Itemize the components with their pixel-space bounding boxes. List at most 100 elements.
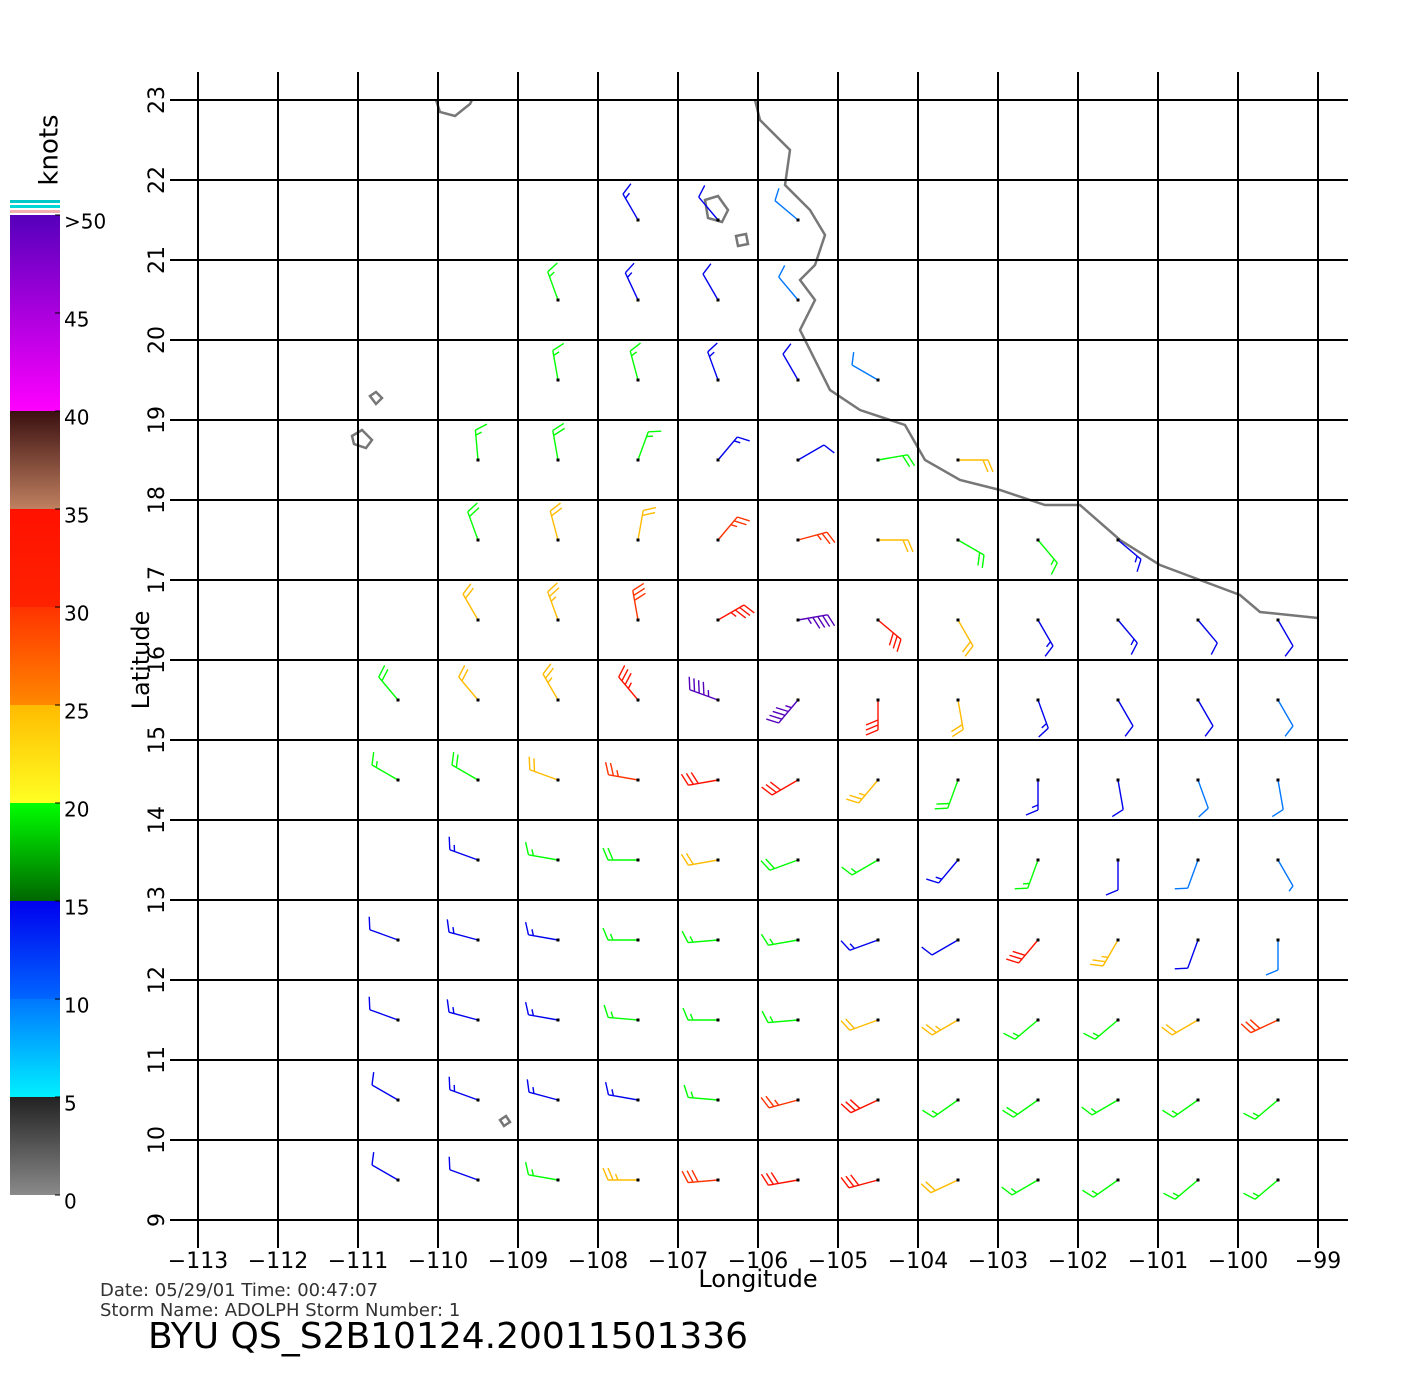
- barb-full: [734, 609, 747, 619]
- barb-full: [951, 728, 964, 738]
- barb-full: [907, 539, 914, 553]
- barb-full: [1165, 1024, 1177, 1034]
- colorbar-band: [10, 803, 60, 901]
- barb-full: [964, 645, 974, 657]
- barb-full: [987, 459, 994, 473]
- wind-barb: [760, 858, 800, 871]
- barb-dot: [796, 218, 800, 222]
- barb-half: [1101, 955, 1109, 959]
- wind-barb: [716, 516, 750, 542]
- barb-full: [690, 772, 699, 784]
- barb-dot: [476, 1178, 480, 1182]
- wind-barb: [1014, 858, 1040, 890]
- barb-full: [624, 262, 635, 274]
- x-tick-label: −104: [888, 1249, 948, 1274]
- wind-barb: [624, 262, 640, 302]
- colorbar-label: 30: [64, 602, 89, 626]
- barb-dot: [796, 298, 800, 302]
- wind-barb: [368, 916, 400, 942]
- barb-dot: [556, 378, 560, 382]
- wind-barb: [680, 772, 720, 786]
- barb-full: [778, 265, 786, 278]
- barb-full: [821, 533, 831, 545]
- wind-barb: [371, 1072, 400, 1102]
- barb-dot: [716, 698, 720, 702]
- wind-barb: [524, 841, 560, 862]
- wind-barb: [1271, 778, 1284, 818]
- colorbar-band: [10, 607, 60, 705]
- barb-dot: [876, 1018, 880, 1022]
- barb-dot: [876, 778, 880, 782]
- barb-shaft: [688, 779, 719, 786]
- wind-barb: [552, 422, 565, 462]
- barb-dot: [716, 1178, 720, 1182]
- barb-shaft: [769, 859, 799, 871]
- barb-full: [902, 455, 911, 467]
- barb-dot: [956, 1178, 960, 1182]
- barb-shaft: [1117, 779, 1124, 810]
- island: [703, 194, 730, 224]
- barb-dot: [876, 378, 880, 382]
- x-tick-label: −107: [648, 1249, 708, 1274]
- wind-barb: [474, 423, 488, 462]
- barb-dot: [1036, 778, 1040, 782]
- barb-half: [1031, 804, 1039, 809]
- barb-dot: [1036, 1098, 1040, 1102]
- barb-half: [616, 770, 619, 777]
- wind-barb: [371, 1152, 400, 1182]
- wind-barb: [636, 430, 662, 462]
- x-tick-label: −99: [1295, 1249, 1341, 1274]
- barb-half: [531, 1009, 535, 1016]
- y-tick-label: 15: [145, 726, 170, 754]
- barb-dot: [796, 698, 800, 702]
- barb-dot: [796, 1018, 800, 1022]
- barb-dot: [716, 858, 720, 862]
- barb-dot: [796, 378, 800, 382]
- barb-half: [531, 1169, 535, 1176]
- wind-barb: [926, 858, 960, 884]
- barb-full: [982, 459, 989, 473]
- barb-full: [368, 996, 371, 1010]
- barb-dot: [1036, 618, 1040, 622]
- barb-shaft: [1277, 859, 1294, 887]
- barb-dot: [1276, 1018, 1280, 1022]
- wind-barb: [552, 342, 565, 382]
- wind-barbs: [368, 183, 1294, 1200]
- barb-dot: [556, 1178, 560, 1182]
- barb-dot: [716, 538, 720, 542]
- wind-barb: [368, 996, 400, 1022]
- barb-shaft: [702, 273, 719, 301]
- barb-full: [691, 1169, 699, 1183]
- barb-shaft: [369, 1009, 399, 1021]
- barb-full: [865, 724, 879, 731]
- wind-barb: [458, 665, 480, 702]
- barb-shaft: [371, 1084, 399, 1101]
- y-tick-label: 14: [145, 806, 170, 834]
- barb-full: [765, 1095, 775, 1107]
- island: [368, 390, 384, 406]
- barb-full: [812, 617, 821, 629]
- barb-full: [602, 1167, 609, 1181]
- barb-shaft: [449, 1169, 479, 1181]
- wind-barb: [378, 665, 400, 702]
- barb-full: [888, 632, 894, 646]
- barb-full: [850, 1174, 860, 1186]
- barb-half: [375, 760, 378, 768]
- barb-full: [892, 635, 898, 649]
- barb-dot: [1116, 618, 1120, 622]
- barb-full: [849, 1099, 861, 1109]
- colorbar-band: [10, 215, 60, 411]
- colorbar-label: 35: [64, 504, 89, 528]
- y-tick-label: 10: [145, 1126, 170, 1154]
- barb-dot: [876, 698, 880, 702]
- barb-full: [542, 663, 552, 675]
- y-tick-label: 17: [145, 566, 170, 594]
- barb-dot: [476, 938, 480, 942]
- colorbar-label: 45: [64, 308, 89, 332]
- barb-dot: [716, 218, 720, 222]
- barb-full: [448, 836, 451, 850]
- wind-barb: [467, 502, 480, 542]
- barb-full: [1003, 1032, 1016, 1040]
- barb-full: [851, 352, 855, 366]
- wind-barb: [688, 676, 720, 702]
